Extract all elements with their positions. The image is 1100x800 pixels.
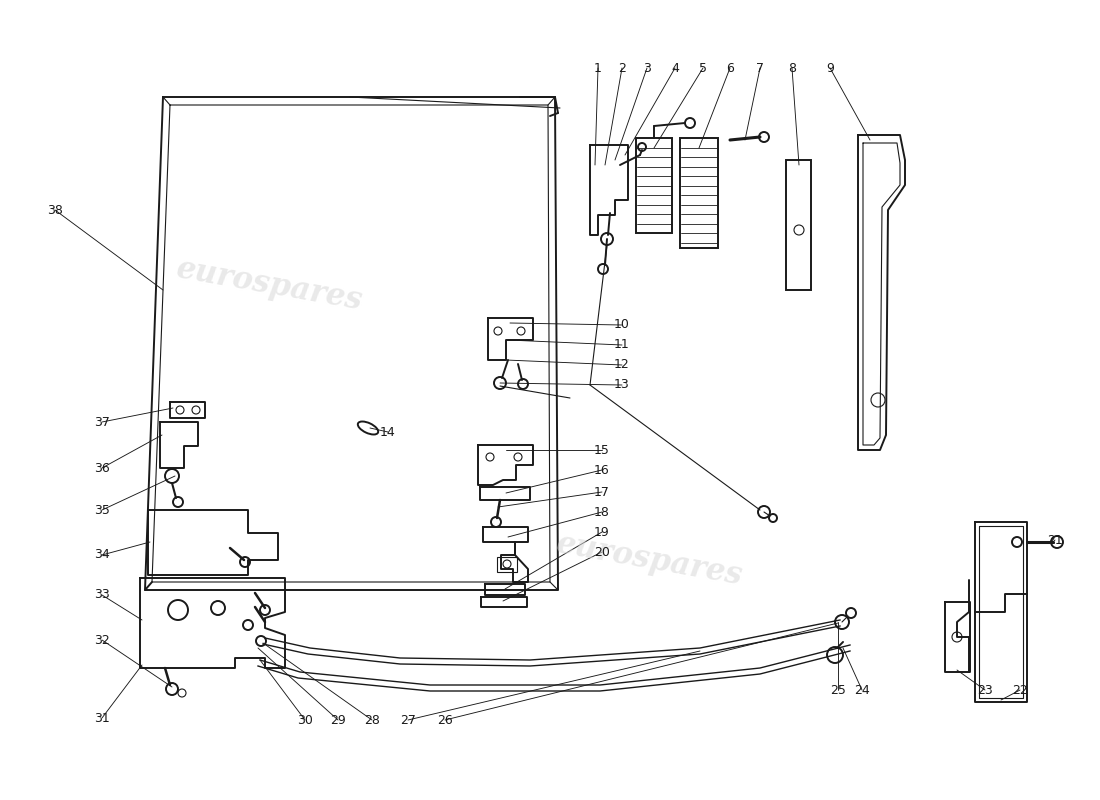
Text: 4: 4 bbox=[671, 62, 679, 74]
Text: 9: 9 bbox=[826, 62, 834, 74]
Text: 18: 18 bbox=[594, 506, 609, 518]
Text: 28: 28 bbox=[364, 714, 380, 726]
Text: 17: 17 bbox=[594, 486, 609, 498]
Text: 2: 2 bbox=[618, 62, 626, 74]
Text: 16: 16 bbox=[594, 463, 609, 477]
Text: 37: 37 bbox=[95, 415, 110, 429]
Text: 26: 26 bbox=[437, 714, 453, 726]
Text: eurospares: eurospares bbox=[554, 528, 746, 592]
Bar bbox=[786, 160, 811, 290]
Text: 12: 12 bbox=[614, 358, 630, 371]
Bar bbox=[680, 138, 718, 248]
Text: 5: 5 bbox=[698, 62, 707, 74]
Text: 33: 33 bbox=[95, 589, 110, 602]
Text: 31: 31 bbox=[95, 711, 110, 725]
Text: 35: 35 bbox=[95, 503, 110, 517]
Text: 11: 11 bbox=[614, 338, 630, 351]
Text: 19: 19 bbox=[594, 526, 609, 538]
Text: 15: 15 bbox=[594, 443, 609, 457]
Text: 10: 10 bbox=[614, 318, 630, 331]
Text: 29: 29 bbox=[330, 714, 345, 726]
Text: 3: 3 bbox=[644, 62, 651, 74]
Text: 24: 24 bbox=[854, 683, 870, 697]
Text: 13: 13 bbox=[614, 378, 630, 391]
Text: 23: 23 bbox=[977, 683, 993, 697]
Text: 6: 6 bbox=[726, 62, 734, 74]
Text: 32: 32 bbox=[95, 634, 110, 646]
Text: 1: 1 bbox=[594, 62, 602, 74]
Text: 14: 14 bbox=[381, 426, 396, 438]
Text: 25: 25 bbox=[830, 683, 846, 697]
Text: 27: 27 bbox=[400, 714, 416, 726]
Text: eurospares: eurospares bbox=[174, 254, 365, 317]
Text: 22: 22 bbox=[1012, 683, 1027, 697]
Text: 21: 21 bbox=[1047, 534, 1063, 546]
Text: 36: 36 bbox=[95, 462, 110, 474]
Text: 8: 8 bbox=[788, 62, 796, 74]
Bar bbox=[497, 557, 517, 572]
Bar bbox=[636, 138, 672, 233]
FancyArrowPatch shape bbox=[837, 642, 843, 648]
Text: 34: 34 bbox=[95, 549, 110, 562]
Text: 30: 30 bbox=[297, 714, 312, 726]
Text: 38: 38 bbox=[47, 203, 63, 217]
Text: 7: 7 bbox=[756, 62, 764, 74]
Text: 20: 20 bbox=[594, 546, 609, 558]
